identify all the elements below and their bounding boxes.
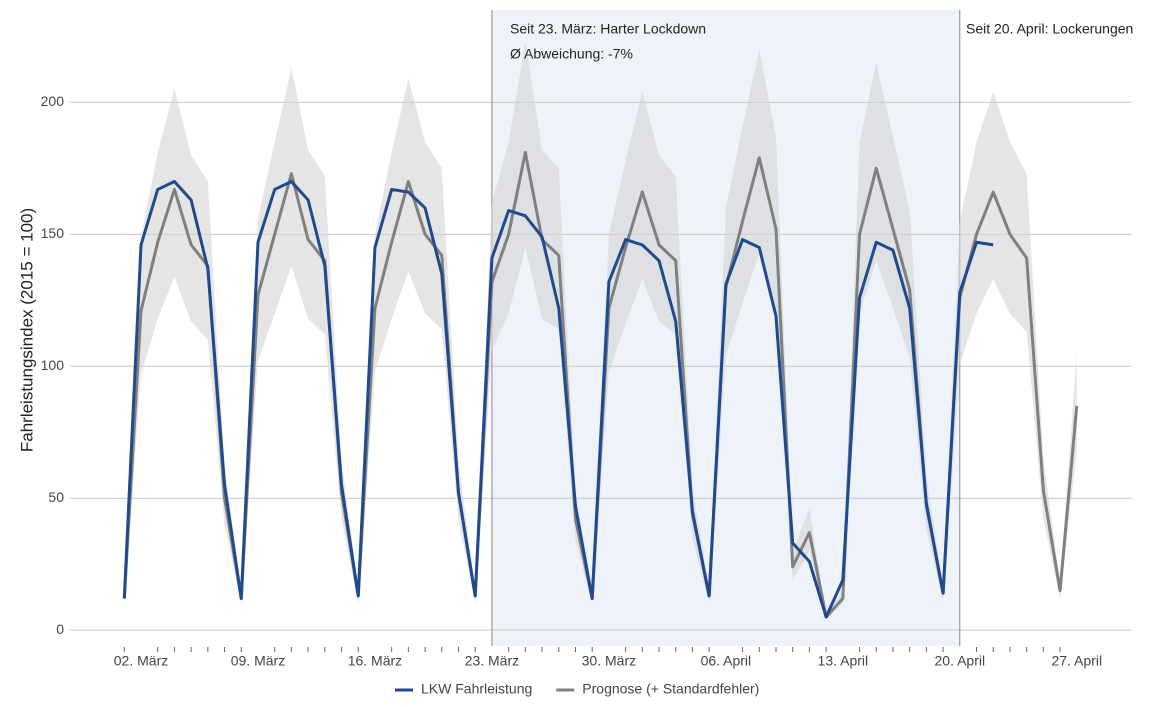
y-tick-label: 0 (56, 621, 64, 637)
x-tick-label: 09. März (231, 653, 285, 669)
legend-label: LKW Fahrleistung (421, 681, 532, 697)
x-tick-label: 02. März (114, 653, 168, 669)
x-tick-label: 23. März (465, 653, 519, 669)
annotation: Ø Abweichung: -7% (510, 46, 633, 62)
y-tick-label: 50 (48, 489, 64, 505)
x-tick-label: 20. April (935, 653, 986, 669)
y-tick-label: 100 (41, 357, 65, 373)
annotation: Seit 23. März: Harter Lockdown (510, 21, 706, 37)
x-tick-label: 06. April (701, 653, 752, 669)
x-tick-label: 30. März (582, 653, 636, 669)
legend-label: Prognose (+ Standardfehler) (582, 681, 759, 697)
series-line (122, 180, 994, 619)
annotation: Seit 20. April: Lockerungen (966, 21, 1133, 37)
x-tick-label: 13. April (818, 653, 869, 669)
x-tick-label: 16. März (348, 653, 402, 669)
y-tick-label: 150 (41, 225, 65, 241)
y-axis-label: Fahrleistungsindex (2015 = 100) (17, 208, 36, 452)
y-tick-label: 200 (41, 93, 65, 109)
x-tick-label: 27. April (1051, 653, 1102, 669)
